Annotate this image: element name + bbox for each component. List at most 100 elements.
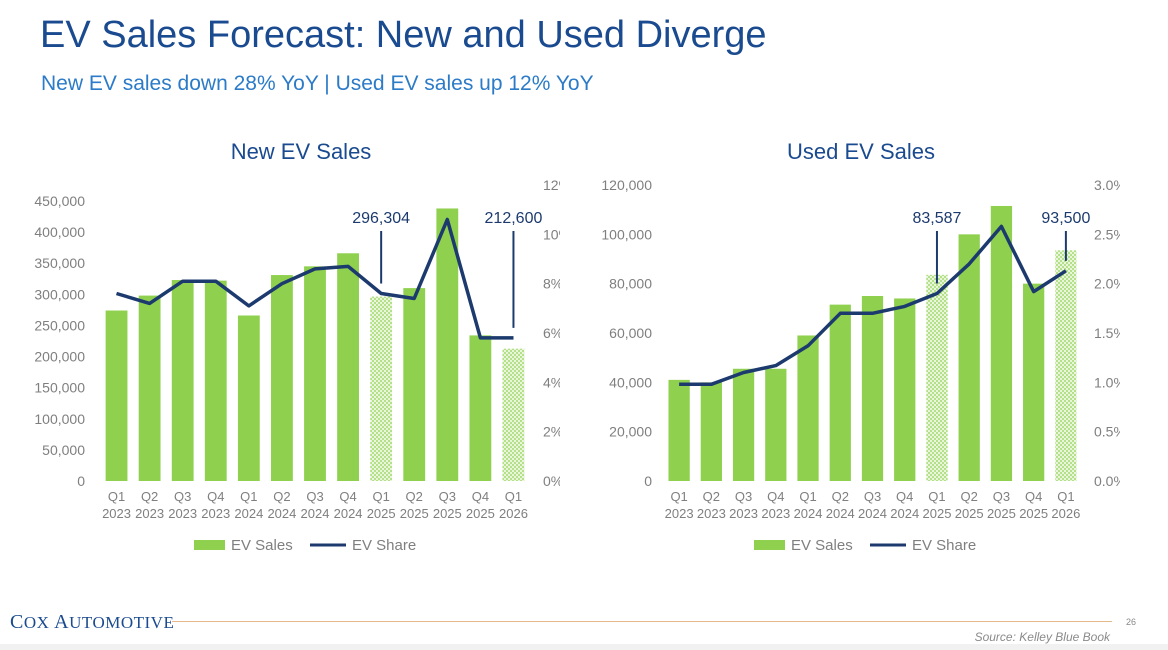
bar-q4-2024 (337, 253, 359, 481)
x-tick-quarter: Q2 (141, 489, 158, 504)
x-tick-year: 2025 (400, 506, 429, 521)
x-tick-quarter: Q4 (472, 489, 489, 504)
y-right-tick-label: 6% (543, 325, 560, 341)
x-tick-quarter: Q3 (735, 489, 752, 504)
y-left-tick-label: 40,000 (609, 374, 652, 390)
y-right-tick-label: 8% (543, 276, 560, 292)
x-tick-year: 2024 (794, 506, 823, 521)
x-tick-quarter: Q3 (993, 489, 1010, 504)
legend-ev-sales: EV Sales (791, 537, 853, 554)
x-tick-quarter: Q3 (306, 489, 323, 504)
x-tick-quarter: Q3 (864, 489, 881, 504)
bar-q1-2023 (105, 310, 128, 481)
x-tick-year: 2023 (665, 506, 694, 521)
x-tick-quarter: Q3 (174, 489, 191, 504)
x-tick-year: 2025 (955, 506, 984, 521)
used-ev-sales-chart: Used EV Sales 0 20,000 40,000 60,000 80,000 10… (601, 139, 1120, 554)
x-tick-year: 2025 (367, 506, 396, 521)
y-left-tick-label: 150,000 (34, 380, 85, 396)
y-left-tick-label: 450,000 (34, 193, 85, 209)
y-right-tick-label: 3.0% (1094, 177, 1120, 193)
y-left-tick-label: 50,000 (42, 442, 85, 458)
page-title: EV Sales Forecast: New and Used Diverge (40, 14, 767, 56)
bar-q1-2025 (370, 296, 393, 481)
bar-q1-2024 (797, 335, 819, 481)
y-right-tick-label: 1.5% (1094, 325, 1120, 341)
y-left-tick-label: 100,000 (601, 226, 652, 242)
bar-q1-2023 (668, 379, 690, 481)
chart-title: New EV Sales (231, 139, 372, 164)
x-tick-year: 2023 (135, 506, 164, 521)
y-left-tick-label: 60,000 (609, 325, 652, 341)
x-tick-quarter: Q4 (1025, 489, 1042, 504)
bar-q4-2023 (765, 368, 787, 481)
bar-q3-2023 (732, 368, 755, 481)
x-tick-year: 2026 (499, 506, 528, 521)
y-right-tick-label: 4% (543, 374, 560, 390)
x-tick-year: 2024 (858, 506, 887, 521)
bar-q2-2024 (271, 275, 293, 481)
y-right-tick-label: 2% (543, 424, 560, 440)
x-tick-quarter: Q2 (406, 489, 423, 504)
callout-label: 296,304 (352, 210, 410, 227)
y-left-tick-label: 100,000 (34, 411, 85, 427)
y-left-tick-label: 250,000 (34, 317, 85, 333)
x-tick-year: 2026 (1051, 506, 1080, 521)
x-tick-quarter: Q1 (372, 489, 389, 504)
bar-q3-2024 (304, 266, 326, 481)
y-left-tick-label: 0 (644, 473, 652, 489)
y-left-tick-label: 300,000 (34, 286, 85, 302)
legend-ev-share: EV Share (352, 537, 416, 554)
page-subtitle: New EV sales down 28% YoY | Used EV sale… (41, 72, 594, 95)
bar-q2-2025 (403, 288, 426, 481)
bar-q1-2026 (502, 348, 525, 481)
x-tick-year: 2025 (1019, 506, 1048, 521)
x-tick-year: 2023 (697, 506, 726, 521)
x-tick-quarter: Q4 (339, 489, 356, 504)
legend-ev-share: EV Share (912, 537, 976, 554)
y-left-tick-label: 350,000 (34, 255, 85, 271)
bar-q3-2023 (171, 280, 194, 481)
y-left-tick-label: 120,000 (601, 177, 652, 193)
y-right-tick-label: 0.0% (1094, 473, 1120, 489)
bar-q2-2023 (700, 382, 722, 481)
x-tick-year: 2023 (729, 506, 758, 521)
x-tick-year: 2023 (102, 506, 131, 521)
x-tick-quarter: Q1 (108, 489, 125, 504)
x-tick-year: 2024 (826, 506, 855, 521)
callout-label: 93,500 (1041, 210, 1090, 227)
x-tick-year: 2023 (168, 506, 197, 521)
x-tick-year: 2024 (334, 506, 363, 521)
x-tick-quarter: Q2 (832, 489, 849, 504)
y-right-tick-label: 2.5% (1094, 226, 1120, 242)
legend-bar-swatch (194, 540, 225, 550)
y-left-tick-label: 400,000 (34, 224, 85, 240)
x-tick-year: 2023 (761, 506, 790, 521)
footer-divider (172, 621, 1112, 622)
y-left-tick-label: 200,000 (34, 349, 85, 365)
y-right-tick-label: 0% (543, 473, 560, 489)
bar-q2-2025 (958, 234, 980, 481)
bar-q4-2025 (469, 335, 492, 481)
x-tick-quarter: Q3 (439, 489, 456, 504)
x-tick-year: 2025 (466, 506, 495, 521)
x-tick-year: 2025 (433, 506, 462, 521)
chart-title: Used EV Sales (787, 139, 935, 164)
bar-q4-2024 (894, 298, 916, 481)
x-tick-quarter: Q2 (703, 489, 720, 504)
y-right-tick-label: 2.0% (1094, 276, 1120, 292)
x-tick-year: 2024 (234, 506, 263, 521)
legend-ev-sales: EV Sales (231, 537, 293, 554)
y-right-tick-label: 12% (543, 177, 560, 193)
x-tick-quarter: Q1 (928, 489, 945, 504)
bar-q3-2025 (436, 208, 459, 481)
y-left-tick-label: 0 (77, 473, 85, 489)
bar-q2-2024 (829, 304, 851, 481)
x-tick-year: 2024 (267, 506, 296, 521)
bar-q3-2025 (990, 205, 1013, 481)
x-tick-year: 2025 (923, 506, 952, 521)
y-right-tick-label: 10% (543, 226, 560, 242)
x-tick-quarter: Q2 (273, 489, 290, 504)
x-tick-quarter: Q1 (505, 489, 522, 504)
bar-q1-2024 (237, 315, 260, 481)
